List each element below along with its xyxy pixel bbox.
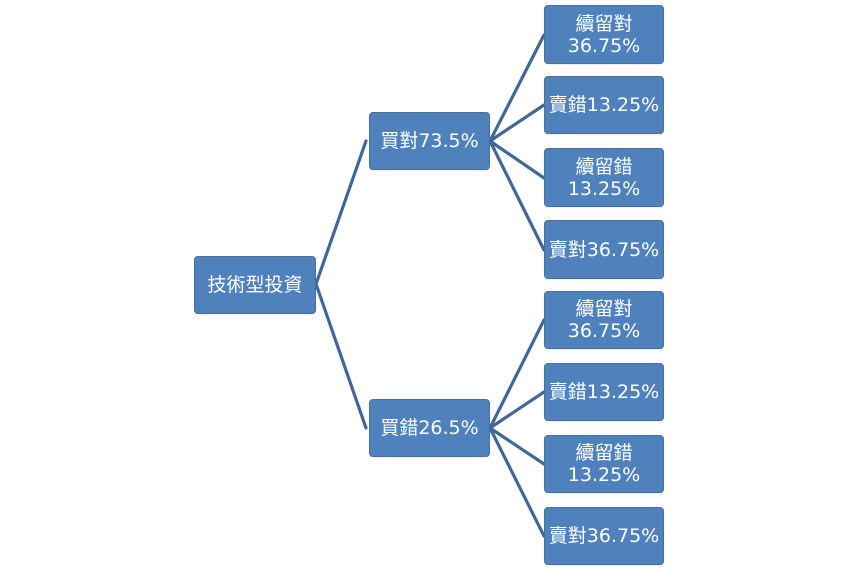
root-node: 技術型投資	[194, 256, 316, 314]
leaf-node-3: 續留錯 13.25%	[544, 148, 664, 207]
connector-branch-1-to-leaf-4	[488, 139, 546, 252]
connector-branch-2-to-leaf-4	[488, 426, 546, 538]
connector-branch-2-to-leaf-1	[488, 318, 546, 430]
connector-branch-1-to-leaf-1	[488, 33, 546, 143]
leaf-node-5: 續留對 36.75%	[544, 291, 664, 349]
branch-node-2: 買錯26.5%	[369, 399, 490, 457]
leaf-node-7: 續留錯 13.25%	[544, 435, 664, 493]
connector-root-to-branch-2	[314, 282, 368, 430]
leaf-node-4: 賣對36.75%	[544, 220, 664, 279]
connector-branch-2-to-leaf-3	[488, 426, 546, 466]
branch-node-1: 買對73.5%	[369, 112, 490, 170]
connector-branch-1-to-leaf-2	[488, 103, 546, 143]
leaf-node-6: 賣錯13.25%	[544, 363, 664, 421]
leaf-node-1: 續留對 36.75%	[544, 5, 664, 64]
connector-branch-1-to-leaf-3	[488, 139, 546, 180]
connector-branch-2-to-leaf-2	[488, 390, 546, 430]
leaf-node-2: 賣錯13.25%	[544, 76, 664, 134]
leaf-node-8: 賣對36.75%	[544, 507, 664, 565]
connector-root-to-branch-1	[314, 139, 368, 286]
